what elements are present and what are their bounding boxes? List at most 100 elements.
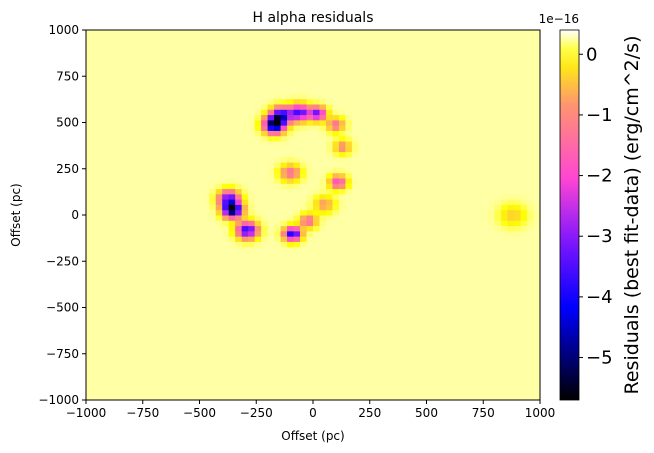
heatmap-cell — [92, 378, 100, 385]
heatmap-cell — [410, 45, 418, 52]
heatmap-cell — [261, 56, 269, 63]
heatmap-cell — [209, 289, 217, 295]
heatmap-cell — [86, 347, 93, 353]
heatmap-cell — [416, 373, 424, 380]
heatmap-cell — [118, 310, 126, 316]
heatmap-cell — [254, 167, 262, 174]
heatmap-cell — [384, 315, 392, 322]
heatmap-cell — [144, 199, 152, 205]
heatmap-cell — [183, 357, 191, 364]
heatmap-cell — [202, 257, 210, 264]
heatmap-cell — [455, 378, 463, 385]
heatmap-cell — [241, 146, 249, 153]
heatmap-cell — [403, 119, 411, 126]
heatmap-cell — [494, 204, 502, 211]
heatmap-cell — [436, 230, 444, 237]
heatmap-cell — [514, 162, 522, 168]
heatmap-cell — [202, 225, 210, 232]
heatmap-cell — [131, 93, 139, 100]
heatmap-cell — [358, 141, 366, 147]
heatmap-cell — [98, 289, 106, 295]
heatmap-cell — [364, 114, 372, 121]
heatmap-cell — [222, 151, 230, 158]
heatmap-cell — [358, 336, 366, 343]
heatmap-cell — [371, 299, 379, 306]
heatmap-cell — [332, 125, 340, 131]
heatmap-cell — [267, 283, 275, 290]
heatmap-cell — [144, 257, 152, 264]
heatmap-cell — [313, 278, 320, 285]
heatmap-cell — [384, 225, 392, 232]
heatmap-cell — [338, 336, 346, 343]
heatmap-cell — [481, 320, 489, 327]
heatmap-cell — [416, 125, 424, 131]
heatmap-cell — [325, 40, 333, 47]
heatmap-cell — [241, 257, 249, 264]
heatmap-cell — [248, 262, 256, 269]
heatmap-cell — [300, 130, 308, 137]
heatmap-cell — [235, 236, 243, 242]
heatmap-cell — [124, 45, 132, 52]
heatmap-cell — [235, 104, 243, 110]
heatmap-cell — [475, 257, 483, 264]
heatmap-cell — [280, 167, 288, 174]
heatmap-cell — [235, 225, 243, 232]
heatmap-cell — [111, 77, 119, 84]
heatmap-cell — [338, 246, 346, 253]
heatmap-cell — [248, 267, 256, 274]
heatmap-cell — [507, 246, 515, 253]
heatmap-cell — [183, 40, 191, 47]
heatmap-cell — [137, 352, 145, 359]
heatmap-cell — [111, 252, 119, 258]
heatmap-cell — [131, 98, 139, 105]
heatmap-cell — [176, 162, 184, 168]
heatmap-cell — [501, 130, 509, 137]
heatmap-cell — [403, 35, 411, 42]
heatmap-cell — [235, 389, 243, 396]
heatmap-cell — [118, 209, 126, 216]
heatmap-cell — [235, 88, 243, 94]
heatmap-cell — [137, 368, 145, 375]
heatmap-cell — [436, 384, 444, 390]
heatmap-cell — [313, 347, 320, 353]
heatmap-cell — [397, 299, 405, 306]
heatmap-cell — [235, 357, 243, 364]
heatmap-cell — [202, 114, 210, 121]
heatmap-cell — [429, 135, 437, 142]
heatmap-cell — [189, 299, 197, 306]
heatmap-cell — [358, 257, 366, 264]
heatmap-cell — [306, 394, 314, 401]
heatmap-cell — [131, 135, 139, 142]
heatmap-cell — [364, 130, 372, 137]
heatmap-cell — [475, 278, 483, 285]
heatmap-cell — [423, 283, 431, 290]
heatmap-cell — [202, 368, 210, 375]
heatmap-cell — [124, 299, 132, 306]
heatmap-cell — [98, 199, 106, 205]
heatmap-cell — [416, 204, 424, 211]
heatmap-cell — [442, 304, 450, 311]
heatmap-cell — [144, 241, 152, 248]
heatmap-cell — [111, 315, 119, 322]
heatmap-cell — [111, 209, 119, 216]
heatmap-cell — [261, 389, 269, 396]
heatmap-cell — [137, 246, 145, 253]
heatmap-cell — [163, 225, 171, 232]
heatmap-cell — [170, 331, 178, 338]
heatmap-cell — [86, 204, 93, 211]
heatmap-cell — [527, 278, 535, 285]
heatmap-cell — [455, 320, 463, 327]
heatmap-cell — [267, 193, 275, 200]
heatmap-cell — [501, 88, 509, 94]
heatmap-cell — [319, 336, 327, 343]
heatmap-cell — [501, 215, 509, 221]
heatmap-cell — [514, 331, 522, 338]
heatmap-cell — [215, 172, 223, 179]
heatmap-cell — [462, 72, 470, 79]
heatmap-cell — [351, 373, 359, 380]
heatmap-cell — [397, 236, 405, 242]
heatmap-cell — [338, 252, 346, 258]
heatmap-cell — [364, 45, 372, 52]
heatmap-cell — [377, 109, 385, 116]
heatmap-cell — [468, 262, 476, 269]
